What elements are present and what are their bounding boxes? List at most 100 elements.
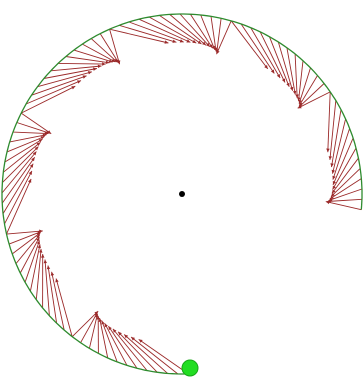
force-vector (15, 234, 41, 264)
vector-arrowhead (328, 156, 332, 160)
force-vector (179, 13, 211, 48)
vector-arrowhead (102, 62, 106, 66)
force-vector (109, 28, 169, 44)
force-vector (230, 20, 269, 70)
vector-arrowhead (276, 74, 281, 78)
vector-arrowhead (108, 326, 112, 331)
force-vector (104, 323, 128, 366)
force-vector (169, 14, 207, 46)
force-vector (6, 136, 45, 153)
vector-arrowhead (131, 337, 135, 341)
force-vector (332, 118, 347, 174)
current-position-marker[interactable] (181, 359, 199, 377)
vector-arrowhead (330, 163, 334, 168)
vector-arrowhead (270, 69, 275, 74)
force-vector (190, 13, 213, 49)
force-vector (88, 313, 98, 349)
force-vector (259, 31, 286, 83)
vector-arrowhead (50, 271, 55, 276)
vector-arrowhead (124, 334, 129, 339)
force-vector (331, 157, 359, 194)
vector-arrowhead (118, 331, 122, 336)
force-vector (294, 53, 298, 99)
force-vector (35, 248, 42, 300)
force-vector (332, 128, 351, 180)
vector-arrowhead (112, 328, 117, 333)
force-vector (298, 75, 318, 107)
force-vector (43, 68, 97, 79)
force-vector (332, 137, 354, 186)
vector-arrowhead (28, 170, 32, 175)
force-vector (6, 230, 43, 235)
force-vector (286, 47, 296, 95)
force-vector (123, 334, 168, 374)
vector-arrowhead (32, 151, 37, 156)
force-vector (58, 62, 106, 65)
force-vector (29, 244, 41, 292)
force-vector (297, 91, 331, 109)
vector-arrowhead (289, 86, 294, 91)
force-vector (47, 265, 58, 324)
vector-arrowhead (105, 60, 110, 64)
force-vector (200, 14, 216, 50)
force-vector (25, 80, 82, 105)
vector-arrowhead (93, 67, 97, 71)
force-vector (108, 325, 138, 369)
force-vector (82, 43, 116, 63)
force-vector (138, 18, 191, 43)
vector-arrowhead (216, 50, 220, 55)
vector-arrowhead (101, 320, 105, 325)
force-vector (90, 38, 118, 63)
force-vector (298, 60, 304, 102)
force-vector (101, 320, 118, 363)
vector-arrowhead (31, 157, 35, 162)
force-vector (329, 178, 362, 200)
force-vector (20, 85, 76, 114)
vector-arrowhead (326, 148, 330, 153)
force-vector (117, 331, 158, 373)
force-vector (12, 131, 49, 135)
vector-arrowhead (36, 240, 40, 245)
force-vector (332, 147, 357, 190)
vector-arrowhead (108, 59, 113, 63)
force-vector (109, 29, 121, 65)
force-vector (19, 236, 40, 274)
vector-arrowhead (292, 90, 297, 95)
vector-arrowhead (331, 169, 335, 174)
force-vector (3, 142, 41, 173)
force-vector (268, 36, 290, 87)
force-vector (55, 278, 73, 337)
force-vector (1, 151, 37, 194)
force-vector (138, 339, 189, 375)
vector-arrowhead (43, 259, 47, 264)
vector-arrowhead (164, 40, 169, 44)
vector-arrowhead (28, 178, 32, 183)
vector-arrowhead (97, 64, 102, 68)
force-vector (80, 312, 98, 343)
force-vector (50, 65, 102, 72)
force-vector (51, 271, 65, 331)
force-vector (330, 168, 361, 197)
vector-arrowhead (34, 146, 39, 151)
vector-arrowhead (332, 185, 336, 190)
vector-arrowhead (104, 323, 108, 328)
force-vector (4, 170, 33, 225)
vector-arrowhead (87, 71, 92, 75)
force-vector (298, 83, 325, 108)
force-vector (9, 134, 47, 143)
vector-arrowhead (298, 99, 302, 104)
force-vector (4, 138, 43, 163)
center-point (179, 191, 185, 197)
vector-arrowhead (332, 175, 336, 180)
force-vector (24, 240, 40, 283)
vector-arrowhead (325, 200, 330, 205)
force-vector (216, 20, 232, 55)
force-vector (37, 71, 93, 88)
force-vector (216, 18, 222, 53)
force-vector (277, 41, 294, 91)
vector-arrowhead (264, 65, 268, 69)
force-vector (250, 27, 281, 79)
vector-arrowhead (39, 248, 43, 253)
force-vector (2, 146, 39, 183)
